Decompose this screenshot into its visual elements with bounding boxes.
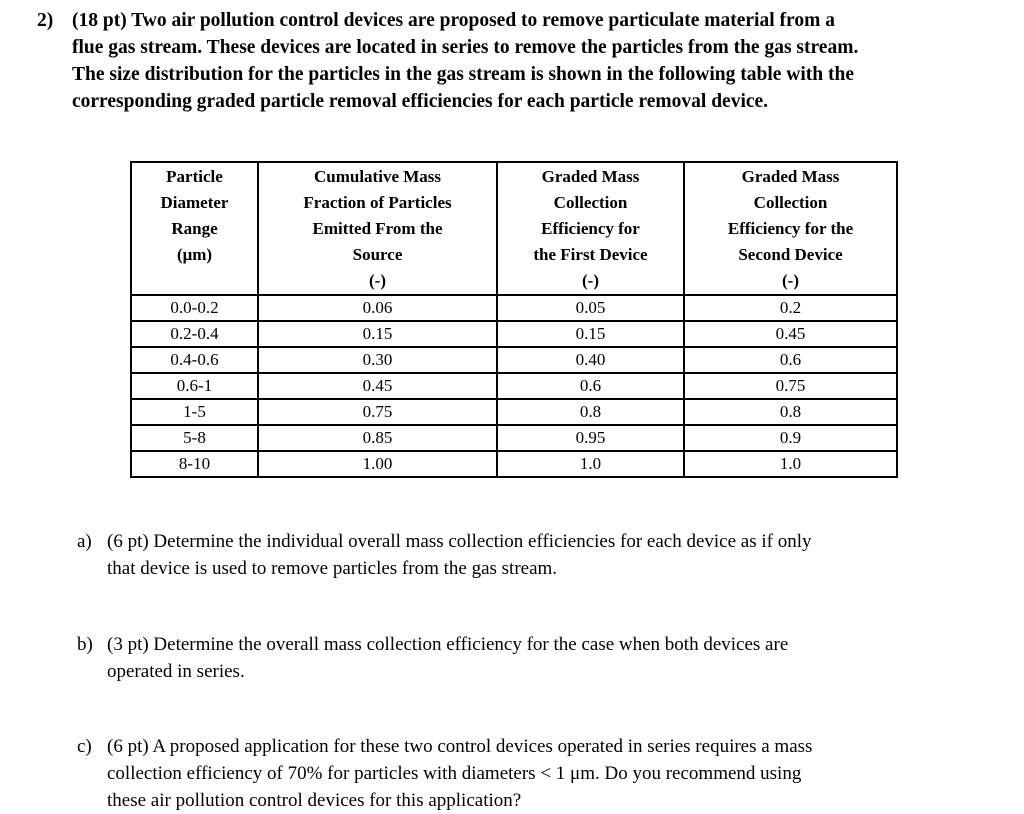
cell-efficiency-device1: 0.95 (496, 424, 685, 452)
cell-mass-fraction: 1.00 (257, 450, 498, 478)
part-c-text: (6 pt) A proposed application for these … (107, 736, 813, 811)
cell-efficiency-device2: 0.9 (683, 424, 898, 452)
cell-diameter-range: 0.6-1 (130, 372, 259, 400)
cell-mass-fraction: 0.15 (257, 320, 498, 348)
table-row: 0.6-1 0.45 0.6 0.75 (130, 372, 898, 400)
part-a-block: a) (6 pt) Determine the individual overa… (77, 528, 812, 582)
part-b-text: (3 pt) Determine the overall mass collec… (107, 634, 789, 682)
table-header-row: Particle Diameter Range (μm) Cumulative … (130, 161, 898, 296)
cell-efficiency-device2: 1.0 (683, 450, 898, 478)
part-b-label: b) (77, 634, 93, 655)
table-row: 0.4-0.6 0.30 0.40 0.6 (130, 346, 898, 374)
part-b-block: b) (3 pt) Determine the overall mass col… (77, 631, 789, 685)
table-row: 8-10 1.00 1.0 1.0 (130, 450, 898, 478)
table-row: 0.2-0.4 0.15 0.15 0.45 (130, 320, 898, 348)
cell-efficiency-device2: 0.6 (683, 346, 898, 374)
cell-diameter-range: 1-5 (130, 398, 259, 426)
cell-mass-fraction: 0.85 (257, 424, 498, 452)
part-a-text: (6 pt) Determine the individual overall … (107, 531, 812, 579)
cell-diameter-range: 5-8 (130, 424, 259, 452)
particle-size-table-head: Particle Diameter Range (μm) Cumulative … (130, 161, 898, 296)
part-a-label: a) (77, 531, 92, 552)
cell-diameter-range: 0.0-0.2 (130, 294, 259, 322)
header-efficiency-first-device: Graded Mass Collection Efficiency for th… (496, 161, 685, 296)
particle-size-table-body: 0.0-0.2 0.06 0.05 0.2 0.2-0.4 0.15 0.15 … (130, 294, 898, 478)
cell-diameter-range: 0.4-0.6 (130, 346, 259, 374)
problem-statement-text: (18 pt) Two air pollution control device… (72, 10, 859, 112)
cell-efficiency-device1: 0.8 (496, 398, 685, 426)
cell-efficiency-device1: 0.15 (496, 320, 685, 348)
table-row: 0.0-0.2 0.06 0.05 0.2 (130, 294, 898, 322)
cell-efficiency-device1: 1.0 (496, 450, 685, 478)
part-c-label: c) (77, 736, 92, 757)
header-cumulative-mass-fraction: Cumulative Mass Fraction of Particles Em… (257, 161, 498, 296)
cell-diameter-range: 0.2-0.4 (130, 320, 259, 348)
particle-size-table: Particle Diameter Range (μm) Cumulative … (130, 161, 898, 478)
header-efficiency-second-device: Graded Mass Collection Efficiency for th… (683, 161, 898, 296)
cell-efficiency-device2: 0.75 (683, 372, 898, 400)
problem-2-block: 2) (18 pt) Two air pollution control dev… (37, 7, 858, 115)
part-c-block: c) (6 pt) A proposed application for the… (77, 733, 813, 814)
cell-mass-fraction: 0.06 (257, 294, 498, 322)
cell-efficiency-device1: 0.40 (496, 346, 685, 374)
table-row: 5-8 0.85 0.95 0.9 (130, 424, 898, 452)
cell-efficiency-device1: 0.05 (496, 294, 685, 322)
cell-mass-fraction: 0.75 (257, 398, 498, 426)
cell-diameter-range: 8-10 (130, 450, 259, 478)
cell-mass-fraction: 0.45 (257, 372, 498, 400)
cell-efficiency-device2: 0.8 (683, 398, 898, 426)
problem-number: 2) (37, 10, 54, 31)
cell-mass-fraction: 0.30 (257, 346, 498, 374)
cell-efficiency-device2: 0.45 (683, 320, 898, 348)
cell-efficiency-device1: 0.6 (496, 372, 685, 400)
header-particle-diameter-range: Particle Diameter Range (μm) (130, 161, 259, 296)
table-row: 1-5 0.75 0.8 0.8 (130, 398, 898, 426)
cell-efficiency-device2: 0.2 (683, 294, 898, 322)
